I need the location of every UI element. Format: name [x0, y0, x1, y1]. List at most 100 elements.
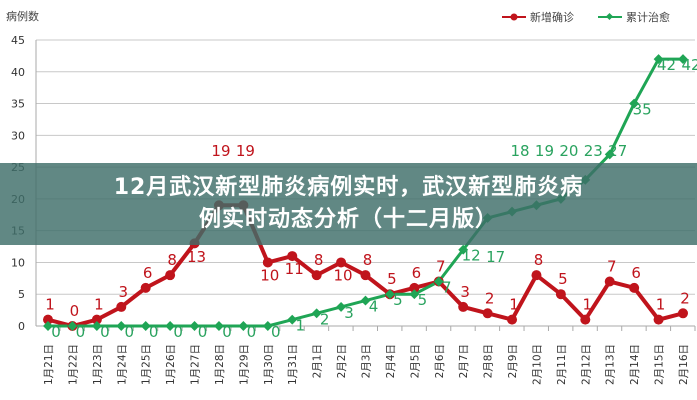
data-label: 7	[436, 258, 446, 276]
data-point	[384, 289, 395, 300]
x-tick-label: 2月12日	[580, 344, 592, 385]
banner-title-line2: 例实时动态分析（十二月版）	[198, 207, 498, 232]
data-label: 3	[344, 304, 354, 322]
x-tick-label: 1月29日	[238, 344, 250, 385]
data-label: 8	[363, 251, 373, 269]
data-label: 18	[510, 142, 529, 160]
data-point	[311, 308, 322, 319]
banner-title-line1: 12月武汉新型肺炎病例实时，武汉新型肺炎病	[113, 175, 584, 200]
x-tick-label: 2月11日	[556, 344, 568, 385]
data-label: 1	[509, 296, 519, 314]
data-label: 7	[607, 258, 617, 276]
data-point	[287, 251, 298, 262]
x-tick-label: 2月3日	[361, 344, 373, 378]
legend: 新增确诊 累计治愈	[502, 10, 670, 24]
data-label: 0	[51, 323, 61, 341]
data-label: 17	[486, 248, 505, 266]
data-label: 0	[198, 323, 208, 341]
data-point	[311, 270, 322, 281]
data-point	[409, 282, 420, 293]
x-tick-label: 2月9日	[507, 344, 519, 378]
data-point	[262, 257, 273, 268]
x-tick-label: 1月24日	[116, 344, 128, 385]
data-label: 2	[320, 310, 330, 328]
x-tick-label: 1月26日	[165, 344, 177, 385]
data-point	[604, 149, 615, 160]
data-label: 5	[393, 291, 403, 309]
data-point	[116, 301, 127, 312]
data-label: 1	[94, 296, 104, 314]
x-tick-label: 1月21日	[43, 344, 55, 385]
x-tick-label: 2月8日	[483, 344, 495, 378]
data-label: 7	[442, 279, 452, 297]
data-label: 1	[295, 317, 305, 335]
data-point	[165, 321, 176, 331]
data-label: 5	[418, 291, 428, 309]
data-label: 1	[656, 296, 666, 314]
data-label: 3	[460, 283, 470, 301]
data-point	[409, 289, 420, 300]
data-point	[458, 301, 469, 312]
data-point	[91, 314, 102, 325]
title-banner: 12月武汉新型肺炎病例实时，武汉新型肺炎病 例实时动态分析（十二月版）	[0, 163, 697, 245]
data-label: 35	[633, 101, 652, 119]
data-point	[678, 308, 688, 319]
y-tick-label: 45	[11, 34, 25, 47]
data-point	[555, 289, 566, 300]
y-tick-label: 40	[11, 66, 25, 79]
data-point	[140, 321, 151, 331]
y-tick-label: 5	[18, 288, 25, 301]
data-label: 0	[149, 323, 159, 341]
x-tick-label: 1月30日	[263, 344, 275, 385]
data-label: 5	[387, 270, 397, 288]
x-tick-label: 2月15日	[654, 344, 666, 385]
y-tick-label: 30	[11, 129, 25, 142]
legend-marker-cured	[605, 12, 614, 21]
data-label: 19	[236, 142, 255, 160]
data-point	[189, 321, 200, 331]
data-label: 6	[143, 264, 153, 282]
x-tick-label: 2月14日	[629, 344, 641, 385]
data-point	[580, 314, 591, 325]
data-label: 0	[76, 323, 86, 341]
data-point	[678, 54, 688, 65]
data-point	[433, 276, 444, 287]
data-label: 1	[583, 296, 593, 314]
x-tick-label: 1月27日	[190, 344, 202, 385]
data-point	[458, 244, 469, 255]
x-tick-label: 2月13日	[605, 344, 617, 385]
data-point	[629, 98, 640, 109]
data-label: 8	[167, 251, 177, 269]
data-label: 2	[485, 289, 495, 307]
data-label: 0	[173, 323, 183, 341]
data-label: 5	[558, 270, 568, 288]
data-point	[140, 282, 151, 293]
data-label: 10	[260, 266, 279, 284]
data-label: 23	[584, 142, 603, 160]
data-point	[629, 282, 640, 293]
x-tick-label: 2月2日	[336, 344, 348, 378]
data-point	[214, 321, 224, 331]
data-point	[653, 54, 664, 65]
data-label: 0	[271, 323, 281, 341]
data-point	[336, 257, 347, 268]
data-label: 8	[534, 251, 544, 269]
data-label: 12	[462, 247, 481, 265]
data-label: 8	[314, 251, 324, 269]
x-tick-label: 1月22日	[67, 344, 79, 385]
data-label: 19	[211, 142, 230, 160]
data-label: 2	[680, 289, 690, 307]
x-tick-label: 2月16日	[678, 344, 690, 385]
y-axis-label: 病例数	[6, 9, 39, 23]
data-point	[165, 270, 176, 281]
data-point	[287, 314, 298, 325]
data-point	[360, 295, 371, 306]
data-label: 0	[70, 302, 80, 320]
x-tick-label: 1月31日	[287, 344, 299, 385]
data-point	[604, 276, 615, 287]
data-label: 4	[369, 298, 379, 316]
legend-label-confirmed: 新增确诊	[530, 10, 574, 24]
data-label: 10	[334, 266, 353, 284]
x-tick-label: 1月23日	[92, 344, 104, 385]
